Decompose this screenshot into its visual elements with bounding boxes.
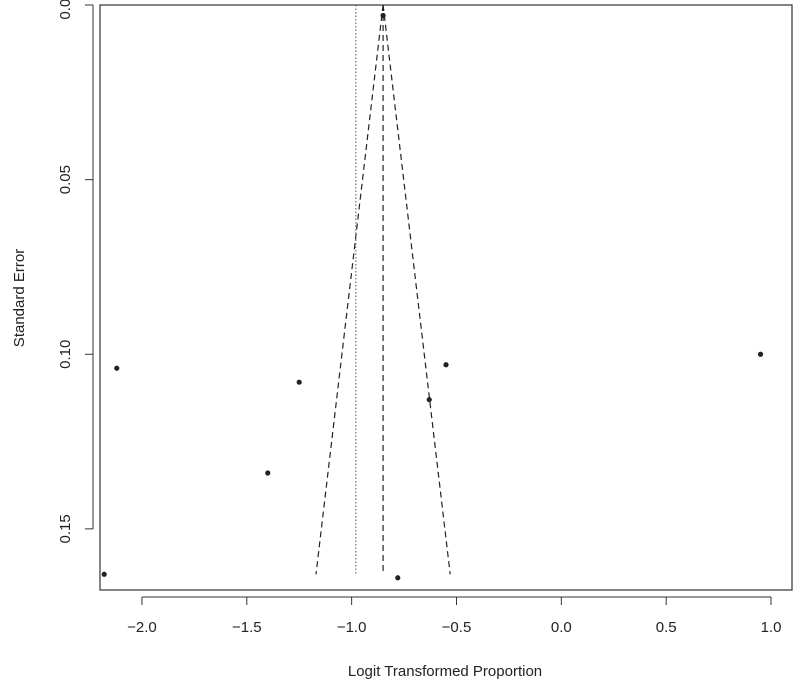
funnel-lines — [315, 4, 451, 575]
y-axis-title: Standard Error — [11, 249, 28, 347]
data-point — [114, 365, 120, 371]
x-axis-title: Logit Transformed Proportion — [348, 663, 542, 680]
y-tick-label: 0.10 — [57, 340, 74, 369]
data-point — [443, 362, 449, 368]
y-tick-label: 0.00 — [57, 0, 74, 20]
data-point — [380, 12, 386, 19]
data-point — [101, 571, 107, 577]
x-axis: −2.0 −1.5 −1.0 −0.5 0.0 0.5 1.0 — [127, 596, 782, 636]
y-axis: 0.00 0.05 0.10 0.15 — [57, 0, 94, 543]
funnel-left-boundary — [315, 4, 384, 575]
x-tick-label: 1.0 — [761, 619, 782, 636]
funnel-right-boundary — [382, 4, 451, 575]
data-point — [757, 351, 764, 357]
y-tick-label: 0.05 — [57, 165, 74, 194]
data-point — [395, 575, 401, 581]
x-tick-label: −1.0 — [337, 619, 367, 636]
x-tick-label: 0.5 — [656, 619, 677, 636]
data-point — [265, 470, 271, 476]
data-point — [426, 397, 432, 403]
x-tick-label: −2.0 — [127, 619, 157, 636]
data-point — [296, 379, 302, 385]
plot-frame — [99, 4, 793, 591]
x-tick-label: −1.5 — [232, 619, 262, 636]
x-tick-label: −0.5 — [442, 619, 472, 636]
data-points — [101, 12, 764, 581]
y-tick-label: 0.15 — [57, 514, 74, 543]
x-tick-label: 0.0 — [551, 619, 572, 636]
